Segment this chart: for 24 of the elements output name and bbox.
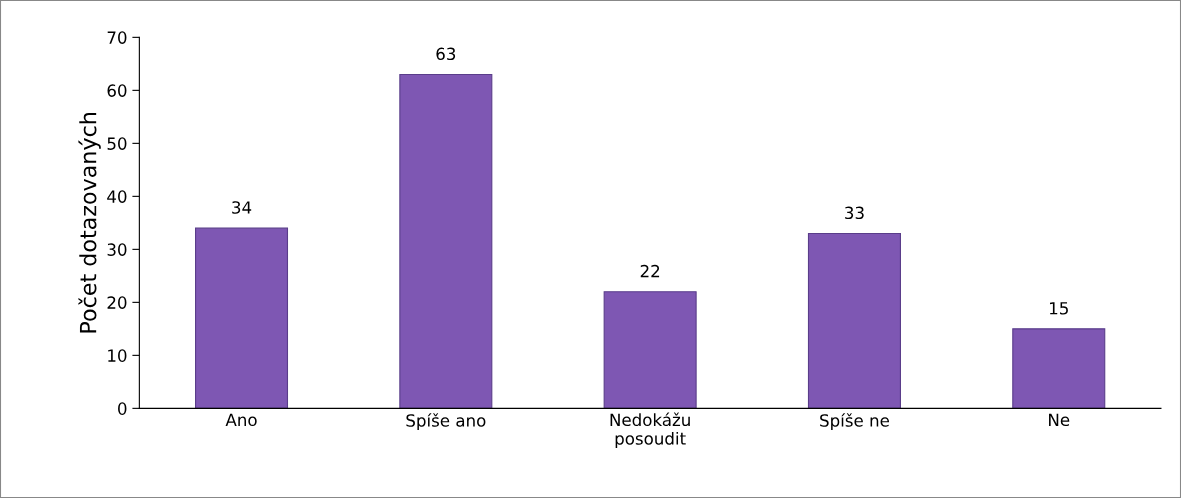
y-tick-label: 30 (107, 243, 127, 256)
y-tick-label: 10 (108, 349, 127, 362)
x-tick-label: Ano (225, 413, 257, 427)
bar (194, 227, 289, 409)
y-tick-label: 60 (107, 84, 127, 97)
x-tick-label: Ne (1049, 413, 1070, 427)
data-label: 34 (232, 201, 252, 214)
y-tick-label: 70 (107, 31, 127, 44)
y-tick-label: 40 (107, 190, 127, 203)
y-axis-title: Počet dotazovaných (78, 113, 101, 333)
x-tick-label: Nedokážu posoudit (610, 412, 690, 449)
y-tick-label: 50 (107, 137, 127, 150)
bar (807, 232, 901, 409)
data-label: 22 (640, 264, 660, 278)
y-tick-label: 20 (107, 296, 127, 309)
bar (603, 291, 697, 409)
bar (399, 73, 493, 409)
data-label: 63 (436, 47, 456, 61)
x-tick-label: Spíše ano (406, 413, 486, 431)
data-label: 15 (1049, 302, 1068, 315)
y-tick-label: 0 (118, 402, 127, 415)
bar (1012, 328, 1106, 409)
x-tick-label: Spíše ne (820, 413, 889, 431)
data-label: 33 (845, 206, 864, 220)
